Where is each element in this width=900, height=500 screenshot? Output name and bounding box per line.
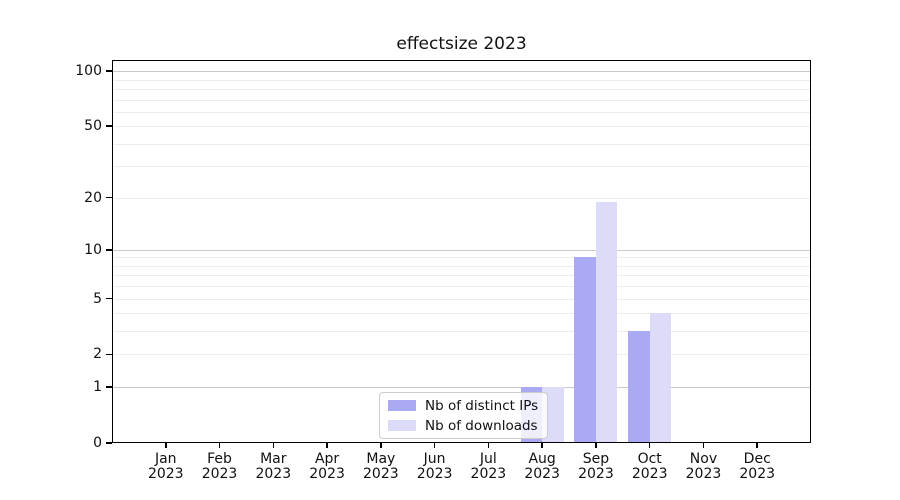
- gridline-minor: [112, 197, 811, 199]
- x-tick-year: 2023: [631, 466, 668, 482]
- x-tick-month: Nov: [689, 451, 718, 467]
- x-tick-mark-apr: [326, 443, 328, 448]
- legend-item-downloads: Nb of downloads: [388, 417, 538, 434]
- x-tick-mark-jun: [433, 443, 436, 448]
- x-tick-year: 2023: [416, 466, 453, 482]
- x-tick-label-apr: Apr 2023: [297, 452, 357, 482]
- bar-downloads-oct: [649, 313, 672, 443]
- x-tick-mark-nov: [702, 443, 705, 448]
- x-tick-mark-may: [380, 443, 382, 448]
- y-tick-mark-5: [106, 297, 112, 300]
- y-tick-label-100: 100: [75, 63, 102, 80]
- x-tick-month: Aug: [528, 451, 556, 467]
- y-tick-mark-20: [106, 196, 112, 199]
- gridline-minor: [112, 166, 811, 168]
- y-tick-label-1: 1: [93, 379, 102, 396]
- gridline-minor: [112, 126, 811, 128]
- y-tick-label-10: 10: [84, 241, 102, 258]
- x-tick-mark-feb: [218, 443, 221, 448]
- plot-area: [112, 60, 811, 443]
- gridline-minor: [112, 88, 811, 90]
- gridline-minor: [112, 99, 811, 101]
- x-tick-year: 2023: [201, 466, 238, 482]
- y-tick-mark-10: [106, 249, 112, 251]
- gridline-minor: [112, 313, 811, 315]
- y-tick-label-5: 5: [93, 290, 102, 307]
- gridline-minor: [112, 275, 811, 277]
- x-tick-mark-aug: [541, 443, 543, 448]
- x-tick-month: Jun: [423, 451, 446, 467]
- bar-distinct-ips-oct: [628, 331, 650, 443]
- x-tick-label-oct: Oct 2023: [620, 452, 680, 482]
- y-tick-mark-100: [106, 70, 112, 72]
- x-tick-year: 2023: [255, 466, 292, 482]
- gridline-major: [112, 71, 811, 73]
- x-tick-year: 2023: [739, 466, 776, 482]
- x-tick-month: Dec: [743, 451, 771, 467]
- x-tick-label-may: May 2023: [351, 452, 411, 482]
- chart-title: effectsize 2023: [396, 34, 527, 54]
- x-tick-year: 2023: [363, 466, 399, 482]
- x-tick-mark-jan: [165, 443, 167, 448]
- gridline-minor: [112, 111, 811, 113]
- y-tick-mark-2: [106, 353, 112, 356]
- x-tick-label-aug: Aug 2023: [512, 452, 572, 482]
- legend: Nb of distinct IPs Nb of downloads: [379, 392, 549, 439]
- x-tick-month: Mar: [260, 451, 287, 467]
- x-tick-label-jan: Jan 2023: [136, 452, 196, 482]
- x-tick-mark-mar: [272, 443, 275, 448]
- bar-distinct-ips-sep: [574, 257, 596, 443]
- y-tick-label-50: 50: [84, 118, 102, 135]
- y-tick-mark-1: [106, 386, 112, 388]
- gridline-minor: [112, 286, 811, 288]
- y-tick-label-20: 20: [84, 189, 102, 206]
- gridline-minor: [112, 79, 811, 81]
- x-tick-month: Apr: [314, 451, 340, 467]
- x-tick-label-dec: Dec 2023: [727, 452, 787, 482]
- legend-item-distinct-ips: Nb of distinct IPs: [388, 397, 538, 414]
- y-tick-label-0: 0: [93, 435, 102, 451]
- x-tick-mark-oct: [648, 443, 651, 448]
- y-tick-label-2: 2: [93, 346, 102, 363]
- x-tick-mark-jul: [487, 443, 490, 448]
- x-tick-label-sep: Sep 2023: [566, 452, 626, 482]
- x-tick-year: 2023: [685, 466, 722, 482]
- x-tick-mark-dec: [756, 443, 758, 448]
- gridline-minor: [112, 143, 811, 145]
- x-tick-label-jul: Jul 2023: [458, 452, 518, 482]
- y-tick-mark-50: [106, 125, 112, 127]
- x-tick-year: 2023: [147, 466, 184, 482]
- x-tick-label-jun: Jun 2023: [405, 452, 465, 482]
- x-tick-year: 2023: [578, 466, 614, 482]
- x-tick-label-feb: Feb 2023: [190, 452, 250, 482]
- x-tick-month: May: [366, 451, 396, 467]
- legend-swatch-downloads: [388, 420, 416, 431]
- y-tick-mark-0: [106, 442, 112, 444]
- x-tick-label-mar: Mar 2023: [243, 452, 303, 482]
- x-tick-year: 2023: [470, 466, 507, 482]
- legend-swatch-distinct-ips: [388, 400, 416, 411]
- gridline-minor: [112, 257, 811, 259]
- gridline-minor: [112, 265, 811, 267]
- x-tick-month: Jan: [154, 451, 177, 467]
- gridline-minor: [112, 298, 811, 300]
- gridline-major: [112, 249, 811, 251]
- bar-downloads-sep: [595, 201, 618, 443]
- x-tick-year: 2023: [309, 466, 345, 482]
- legend-label-downloads: Nb of downloads: [425, 417, 538, 434]
- x-tick-month: Sep: [582, 451, 610, 467]
- legend-label-distinct-ips: Nb of distinct IPs: [425, 397, 539, 414]
- x-tick-mark-sep: [595, 443, 597, 448]
- x-tick-label-nov: Nov 2023: [673, 452, 733, 482]
- x-tick-month: Feb: [207, 451, 232, 467]
- x-tick-month: Oct: [637, 451, 662, 467]
- gridline-minor: [112, 331, 811, 333]
- x-tick-month: Jul: [479, 451, 497, 467]
- gridline-major: [112, 387, 811, 389]
- gridline-minor: [112, 354, 811, 356]
- x-tick-year: 2023: [524, 466, 560, 482]
